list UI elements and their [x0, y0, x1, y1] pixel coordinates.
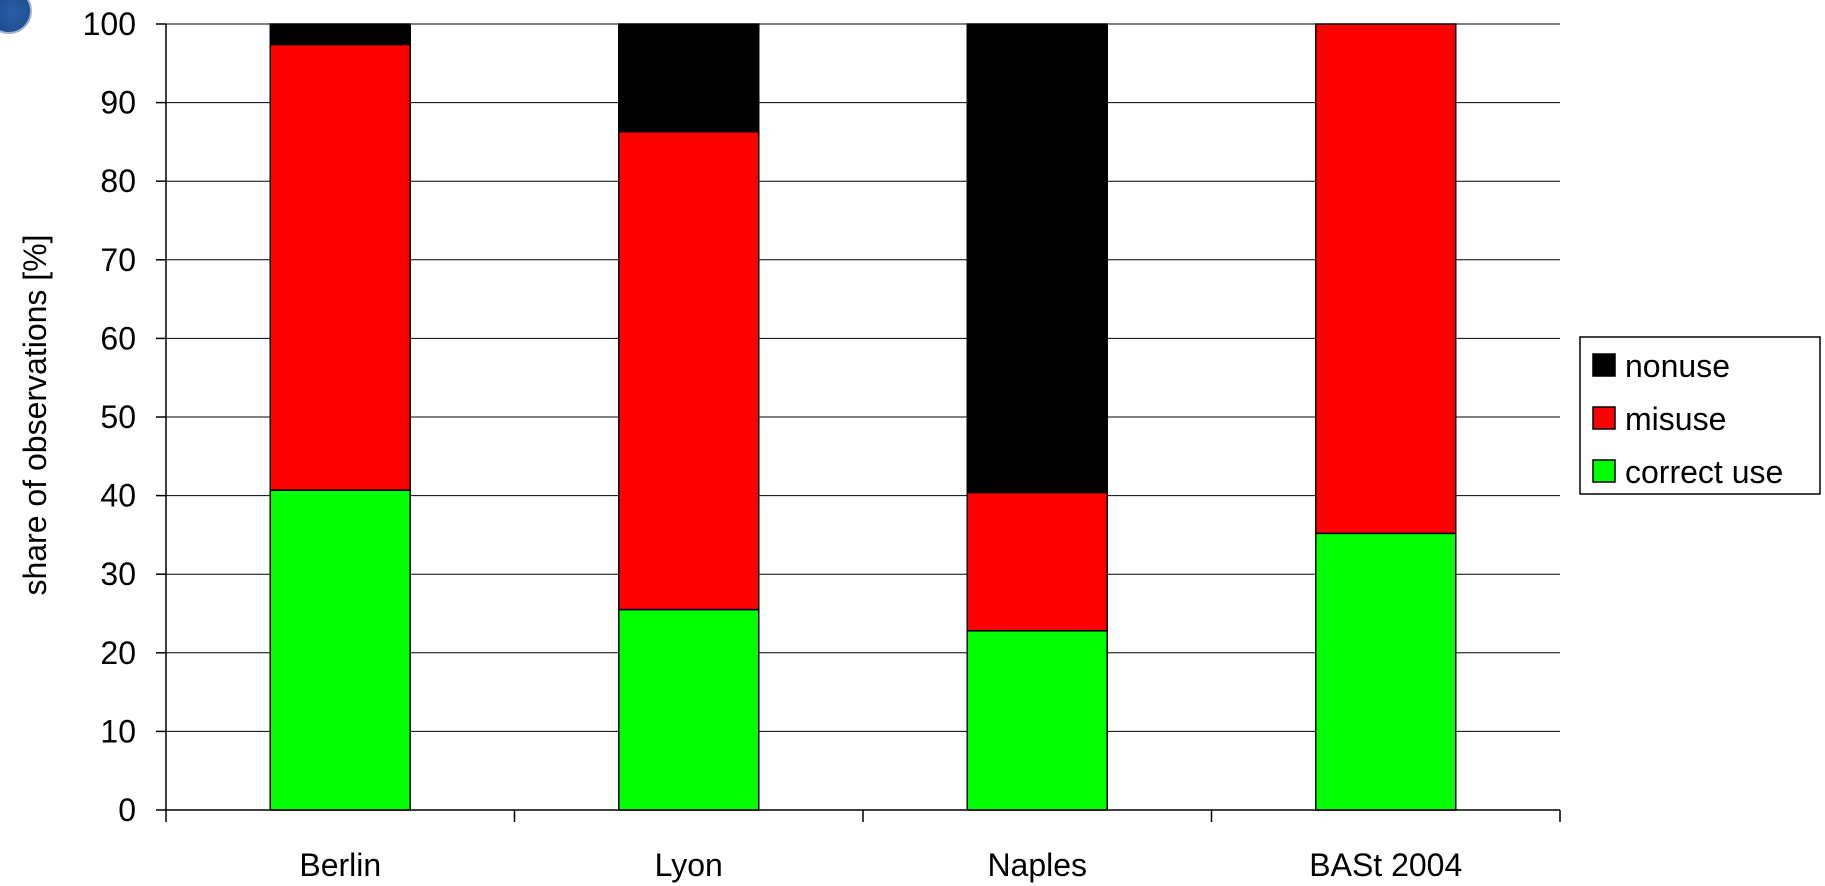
legend-label-misuse: misuse	[1625, 401, 1726, 437]
bar-segment-misuse-0	[269, 43, 411, 491]
y-tick-label: 0	[118, 792, 136, 828]
legend-swatch-correct-use	[1592, 459, 1616, 483]
x-tick-label: Lyon	[655, 847, 723, 883]
bar-segment-correct-use-2	[966, 630, 1108, 811]
legend-box	[1579, 336, 1821, 495]
y-tick-label: 30	[100, 556, 136, 592]
legend-label-correct-use: correct use	[1625, 454, 1783, 490]
legend-label-nonuse: nonuse	[1625, 348, 1730, 384]
y-tick-label: 20	[100, 635, 136, 671]
bar-segment-correct-use-3	[1315, 532, 1457, 811]
y-tick-label: 60	[100, 320, 136, 356]
y-axis-title: share of observations [%]	[17, 234, 53, 595]
y-axis-ticks: 0 10 20 30 40 50 60 70 80 90 100	[83, 6, 166, 828]
bar-segment-misuse-1	[618, 130, 760, 611]
bar-segment-nonuse-0	[269, 23, 411, 46]
x-tick-label: Berlin	[299, 847, 381, 883]
y-tick-label: 70	[100, 242, 136, 278]
bar-segment-correct-use-1	[618, 608, 760, 811]
y-tick-label: 100	[83, 6, 136, 42]
legend-swatch-misuse	[1592, 406, 1616, 430]
y-tick-label: 80	[100, 163, 136, 199]
y-tick-label: 90	[100, 85, 136, 121]
bar-segment-misuse-3	[1315, 23, 1457, 535]
y-tick-label: 10	[100, 713, 136, 749]
legend: nonuse misuse correct use	[1579, 336, 1821, 495]
bar-segment-correct-use-0	[269, 489, 411, 811]
x-tick-label: BASt 2004	[1309, 847, 1462, 883]
y-tick-label: 50	[100, 399, 136, 435]
legend-swatch-nonuse	[1592, 353, 1616, 377]
y-tick-label: 40	[100, 478, 136, 514]
bar-segment-nonuse-2	[966, 23, 1108, 494]
x-axis-ticks: Berlin Lyon Naples BASt 2004	[165, 810, 1561, 883]
bar-segment-nonuse-1	[618, 23, 760, 133]
x-tick-label: Naples	[987, 847, 1087, 883]
bar-segment-misuse-2	[966, 491, 1108, 632]
bars	[269, 23, 1457, 811]
